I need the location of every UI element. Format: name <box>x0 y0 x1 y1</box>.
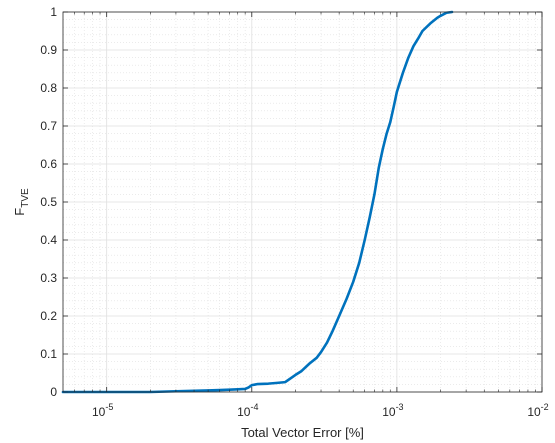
y-tick-label: 0.6 <box>40 157 57 171</box>
x-tick-label-base: 10 <box>92 405 106 419</box>
x-tick-label-exponent: -5 <box>105 402 113 412</box>
y-tick-label: 0.7 <box>40 119 57 133</box>
x-tick-label-exponent: -2 <box>541 402 549 412</box>
x-tick-label: 10-3 <box>382 402 403 419</box>
x-tick-label-base: 10 <box>237 405 251 419</box>
y-tick-label: 0.8 <box>40 81 57 95</box>
y-tick-label: 0.4 <box>40 233 57 247</box>
y-tick-labels: 0 0.1 0.2 0.3 0.4 0.5 0.6 0.7 0.8 0.9 1 <box>40 5 57 399</box>
x-tick-label: 10-5 <box>92 402 113 419</box>
x-tick-labels: 10-5 10-4 10-3 10-2 <box>92 402 549 419</box>
y-tick-label: 0.5 <box>40 195 57 209</box>
y-tick-label: 0.2 <box>40 309 57 323</box>
tick-marks <box>63 11 543 393</box>
x-tick-label: 10-2 <box>527 402 548 419</box>
x-tick-label-base: 10 <box>527 405 541 419</box>
minor-grid <box>63 12 542 392</box>
x-tick-label-exponent: -3 <box>396 402 404 412</box>
x-axis-label: Total Vector Error [%] <box>241 425 364 440</box>
y-tick-label: 0.9 <box>40 43 57 57</box>
data-layer <box>61 10 454 394</box>
x-tick-label-exponent: -4 <box>250 402 258 412</box>
y-axis-label: FTVE <box>12 188 31 216</box>
x-tick-label: 10-4 <box>237 402 258 419</box>
y-tick-label: 0.1 <box>40 347 57 361</box>
x-tick-label-base: 10 <box>382 405 396 419</box>
y-tick-label: 0 <box>50 385 57 399</box>
y-axis-label-subscript: TVE <box>20 188 31 208</box>
y-tick-label: 1 <box>50 5 57 19</box>
cdf-series-line <box>61 10 454 394</box>
y-tick-label: 0.3 <box>40 271 57 285</box>
y-axis-label-main: F <box>12 208 27 216</box>
